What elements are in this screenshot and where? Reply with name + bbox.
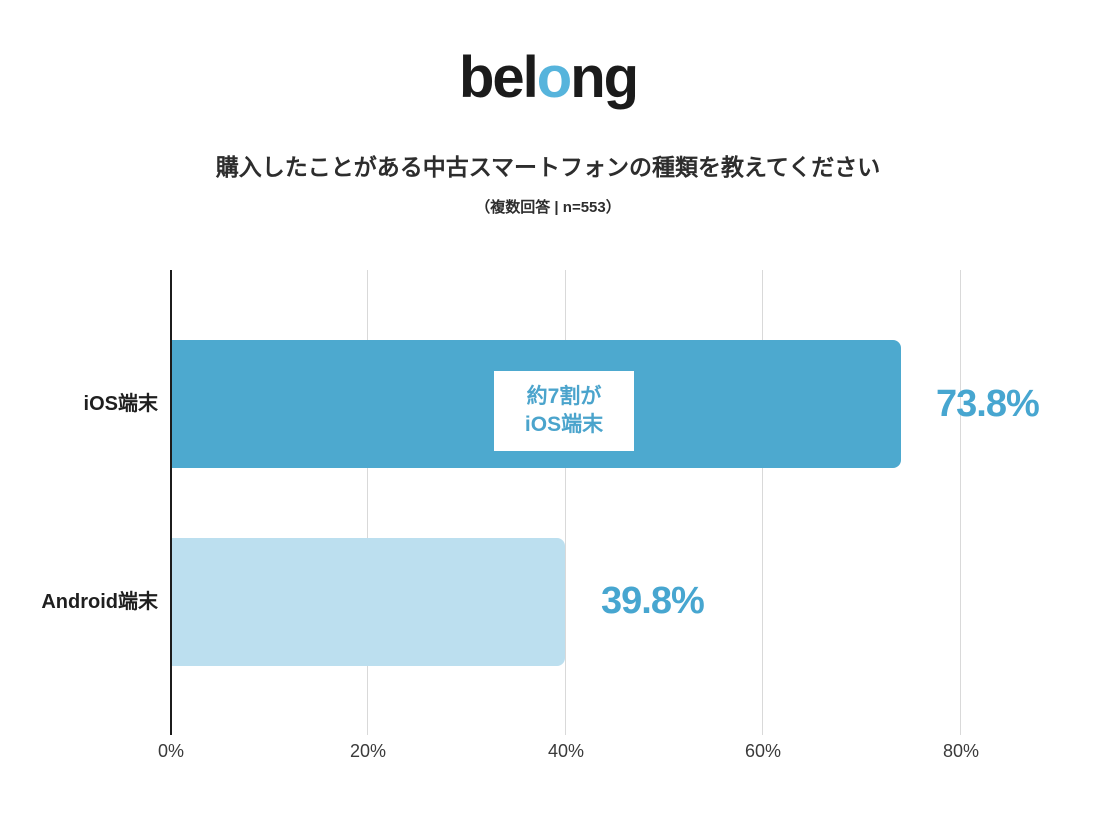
category-label-ios: iOS端末 bbox=[83, 393, 158, 415]
chart-title: 購入したことがある中古スマートフォンの種類を教えてください bbox=[215, 154, 881, 180]
bar-android bbox=[172, 538, 565, 666]
x-tick-0pct: 0% bbox=[157, 741, 185, 761]
gridline-60pct bbox=[762, 270, 763, 735]
gridline-80pct bbox=[960, 270, 961, 735]
logo-text-suffix: ng bbox=[570, 45, 639, 110]
gridline-40pct bbox=[565, 270, 566, 735]
annotation-line2: iOS端末 bbox=[524, 413, 604, 436]
belong-logo: belong bbox=[0, 46, 1096, 110]
logo-accent-letter: o bbox=[536, 45, 572, 110]
x-tick-80pct: 80% bbox=[942, 741, 980, 761]
chart-subtitle: （複数回答 | n=553） bbox=[475, 199, 621, 216]
value-label-ios: 73.8% bbox=[936, 383, 1040, 425]
y-axis-line bbox=[170, 270, 172, 735]
x-tick-60pct: 60% bbox=[744, 741, 782, 761]
logo-text-prefix: bel bbox=[458, 45, 539, 110]
x-tick-20pct: 20% bbox=[349, 741, 387, 761]
value-label-android: 39.8% bbox=[601, 580, 705, 622]
x-tick-40pct: 40% bbox=[547, 741, 585, 761]
annotation-box: 約7割が iOS端末 bbox=[494, 371, 634, 451]
gridline-20pct bbox=[367, 270, 368, 735]
category-label-android: Android端末 bbox=[41, 591, 158, 613]
annotation-line1: 約7割が bbox=[526, 384, 602, 408]
